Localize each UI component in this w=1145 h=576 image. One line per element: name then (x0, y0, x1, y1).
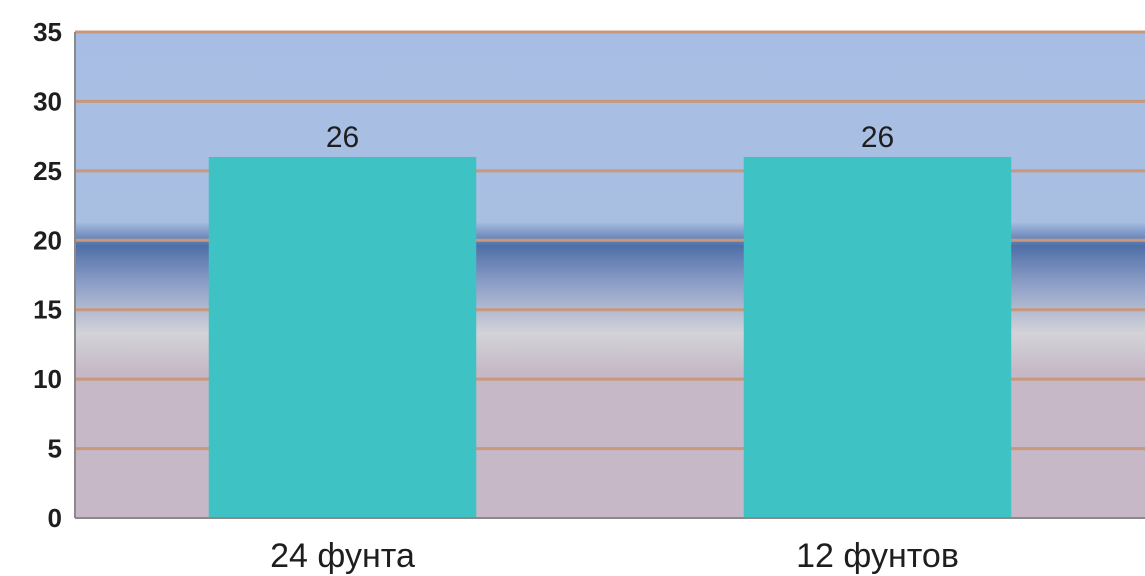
x-category-label: 12 фунтов (796, 537, 959, 575)
y-tick-label: 0 (48, 503, 62, 533)
y-tick-label: 35 (33, 17, 62, 47)
bar (743, 156, 1012, 518)
y-axis-tick-labels: 0 5 10 15 20 25 30 35 (33, 17, 62, 533)
bar (208, 156, 477, 518)
data-label: 26 (861, 121, 894, 154)
y-tick-label: 30 (33, 86, 62, 116)
bars (208, 156, 1012, 518)
y-tick-label: 20 (33, 225, 62, 255)
x-category-label: 24 фунта (270, 537, 415, 575)
y-tick-label: 25 (33, 156, 62, 186)
y-tick-label: 5 (48, 434, 62, 464)
data-label: 26 (326, 121, 359, 154)
data-labels: 26 26 (326, 121, 894, 154)
y-tick-label: 15 (33, 295, 62, 325)
y-tick-label: 10 (33, 364, 62, 394)
x-axis-category-labels: 24 фунта 12 фунтов (270, 537, 959, 575)
